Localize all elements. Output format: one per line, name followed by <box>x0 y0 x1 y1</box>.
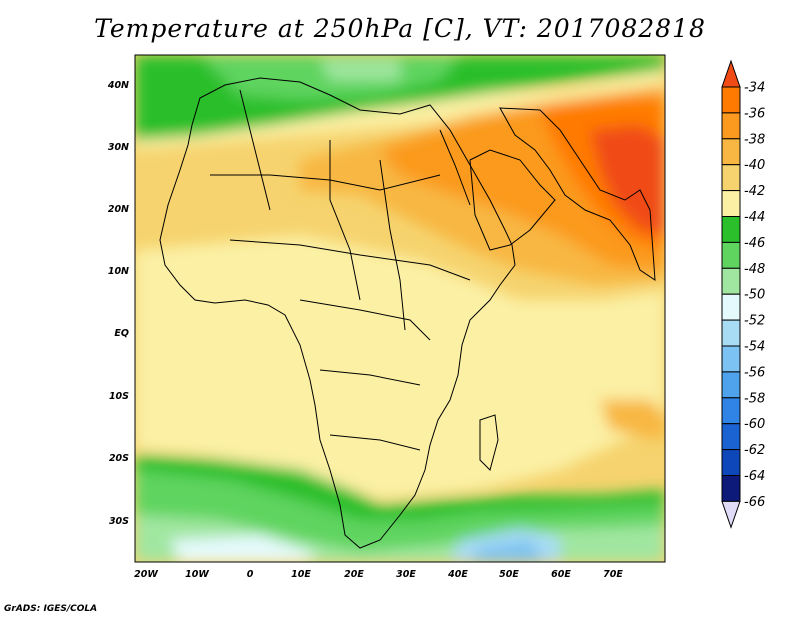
temperature-field <box>135 55 665 562</box>
lat-label-20n: 20N <box>108 204 129 215</box>
lat-label-20s: 20S <box>109 453 129 464</box>
colorbar-segment <box>721 164 741 192</box>
lat-label-10n: 10N <box>108 266 129 277</box>
colorbar-segment <box>721 345 741 373</box>
colorbar-segment <box>721 86 741 114</box>
colorbar-label: -40 <box>744 158 765 173</box>
colorbar-segment <box>721 319 741 347</box>
colorbar-segment <box>721 423 741 451</box>
lon-label-10w: 10W <box>185 569 209 580</box>
colorbar-label: -44 <box>744 210 765 225</box>
map-frame <box>134 54 666 563</box>
colorbar-segment <box>721 112 741 140</box>
lon-label-20w: 20W <box>134 569 158 580</box>
latitude-labels: 40N 30N 20N 10N EQ 10S 20S 30S <box>107 80 129 527</box>
colorbar-label: -66 <box>744 495 765 510</box>
colorbar-segment <box>721 475 741 502</box>
colorbar-segment <box>721 190 741 218</box>
lat-label-10s: 10S <box>109 391 129 402</box>
colorbar-label: -50 <box>744 288 765 303</box>
lat-label-30n: 30N <box>108 142 129 153</box>
lat-label-30s: 30S <box>109 516 129 527</box>
colorbar-top-arrow <box>721 59 741 88</box>
colorbar-label: -62 <box>744 443 765 458</box>
lon-label-10e: 10E <box>291 569 311 580</box>
lon-label-60e: 60E <box>551 569 571 580</box>
lon-label-0: 0 <box>247 569 254 580</box>
colorbar-segment <box>721 241 741 269</box>
map-title: Temperature at 250hPa [C], VT: 201708281… <box>94 14 706 43</box>
colorbar-segment <box>721 293 741 321</box>
colorbar: -34 -36 -38 -40 -42 -44 -46 -48 -50 -52 -54 -56 -58 -… <box>721 59 765 529</box>
colorbar-label: -38 <box>744 132 765 147</box>
colorbar-segment <box>721 371 741 399</box>
colorbar-label: -54 <box>744 340 765 355</box>
colorbar-label: -46 <box>744 236 765 251</box>
colorbar-segment <box>721 449 741 477</box>
lon-label-40e: 40E <box>447 569 468 580</box>
colorbar-label: -34 <box>744 81 765 96</box>
colorbar-segment <box>721 138 741 166</box>
lon-label-20e: 20E <box>344 569 364 580</box>
lon-label-50e: 50E <box>499 569 519 580</box>
longitude-labels: 20W 10W 0 10E 20E 30E 40E 50E 60E 70E <box>134 569 623 580</box>
colorbar-label: -58 <box>744 391 765 406</box>
colorbar-label: -64 <box>744 469 765 484</box>
footer-credit: GrADS: IGES/COLA <box>4 604 98 614</box>
colorbar-label: -52 <box>744 314 765 329</box>
colorbar-segment <box>721 267 741 295</box>
colorbar-segment <box>721 397 741 425</box>
lat-label-40n: 40N <box>107 80 129 91</box>
colorbar-bottom-arrow <box>721 500 741 529</box>
lat-label-eq: EQ <box>114 328 129 339</box>
lon-label-30e: 30E <box>396 569 416 580</box>
lon-label-70e: 70E <box>603 569 623 580</box>
colorbar-segment <box>721 216 741 243</box>
colorbar-label: -56 <box>744 365 765 380</box>
colorbar-label: -42 <box>744 184 765 199</box>
coastlines <box>159 77 656 549</box>
colorbar-label: -60 <box>744 417 765 432</box>
colorbar-label: -36 <box>744 106 765 121</box>
colorbar-label: -48 <box>744 262 765 277</box>
